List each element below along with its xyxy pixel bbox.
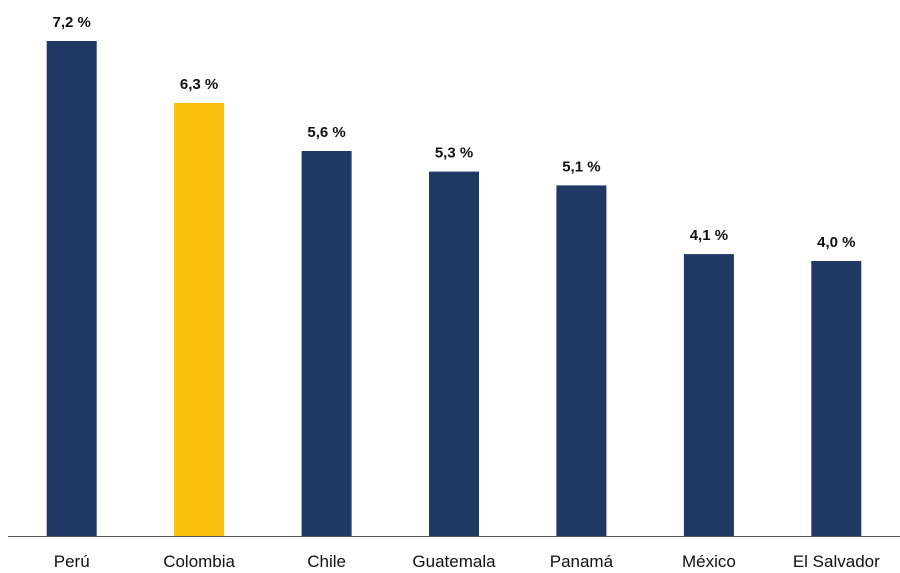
bar-guatemala bbox=[429, 171, 479, 536]
category-label-peru: Perú bbox=[54, 552, 90, 571]
bar-chile bbox=[301, 151, 352, 536]
category-labels-group: Perú Colombia Chile Guatemala Panamá México El… bbox=[54, 552, 880, 571]
category-label-guatemala: Guatemala bbox=[412, 552, 496, 571]
value-label-guatemala: 5,3 % bbox=[435, 145, 473, 162]
bar-colombia bbox=[174, 102, 225, 537]
value-label-peru: 7,2 % bbox=[53, 14, 91, 31]
value-label-panama: 5,1 % bbox=[562, 158, 600, 175]
value-label-chile: 5,6 % bbox=[307, 124, 345, 141]
bar-mexico bbox=[683, 254, 734, 536]
bar-el-salvador bbox=[811, 261, 862, 536]
value-label-el-salvador: 4,0 % bbox=[817, 234, 855, 251]
category-label-colombia: Colombia bbox=[163, 552, 235, 571]
bar-peru bbox=[46, 41, 97, 536]
category-label-el-salvador: El Salvador bbox=[793, 552, 880, 571]
category-label-mexico: México bbox=[682, 552, 736, 571]
category-label-chile: Chile bbox=[307, 552, 346, 571]
value-label-mexico: 4,1 % bbox=[690, 227, 728, 244]
bars-group bbox=[46, 41, 862, 537]
category-label-panama: Panamá bbox=[550, 552, 614, 571]
value-label-colombia: 6,3 % bbox=[180, 76, 218, 93]
bar-panama bbox=[556, 185, 607, 536]
value-labels-group: 7,2 % 6,3 % 5,6 % 5,3 % 5,1 % 4,1 % 4,0 % bbox=[53, 14, 856, 251]
